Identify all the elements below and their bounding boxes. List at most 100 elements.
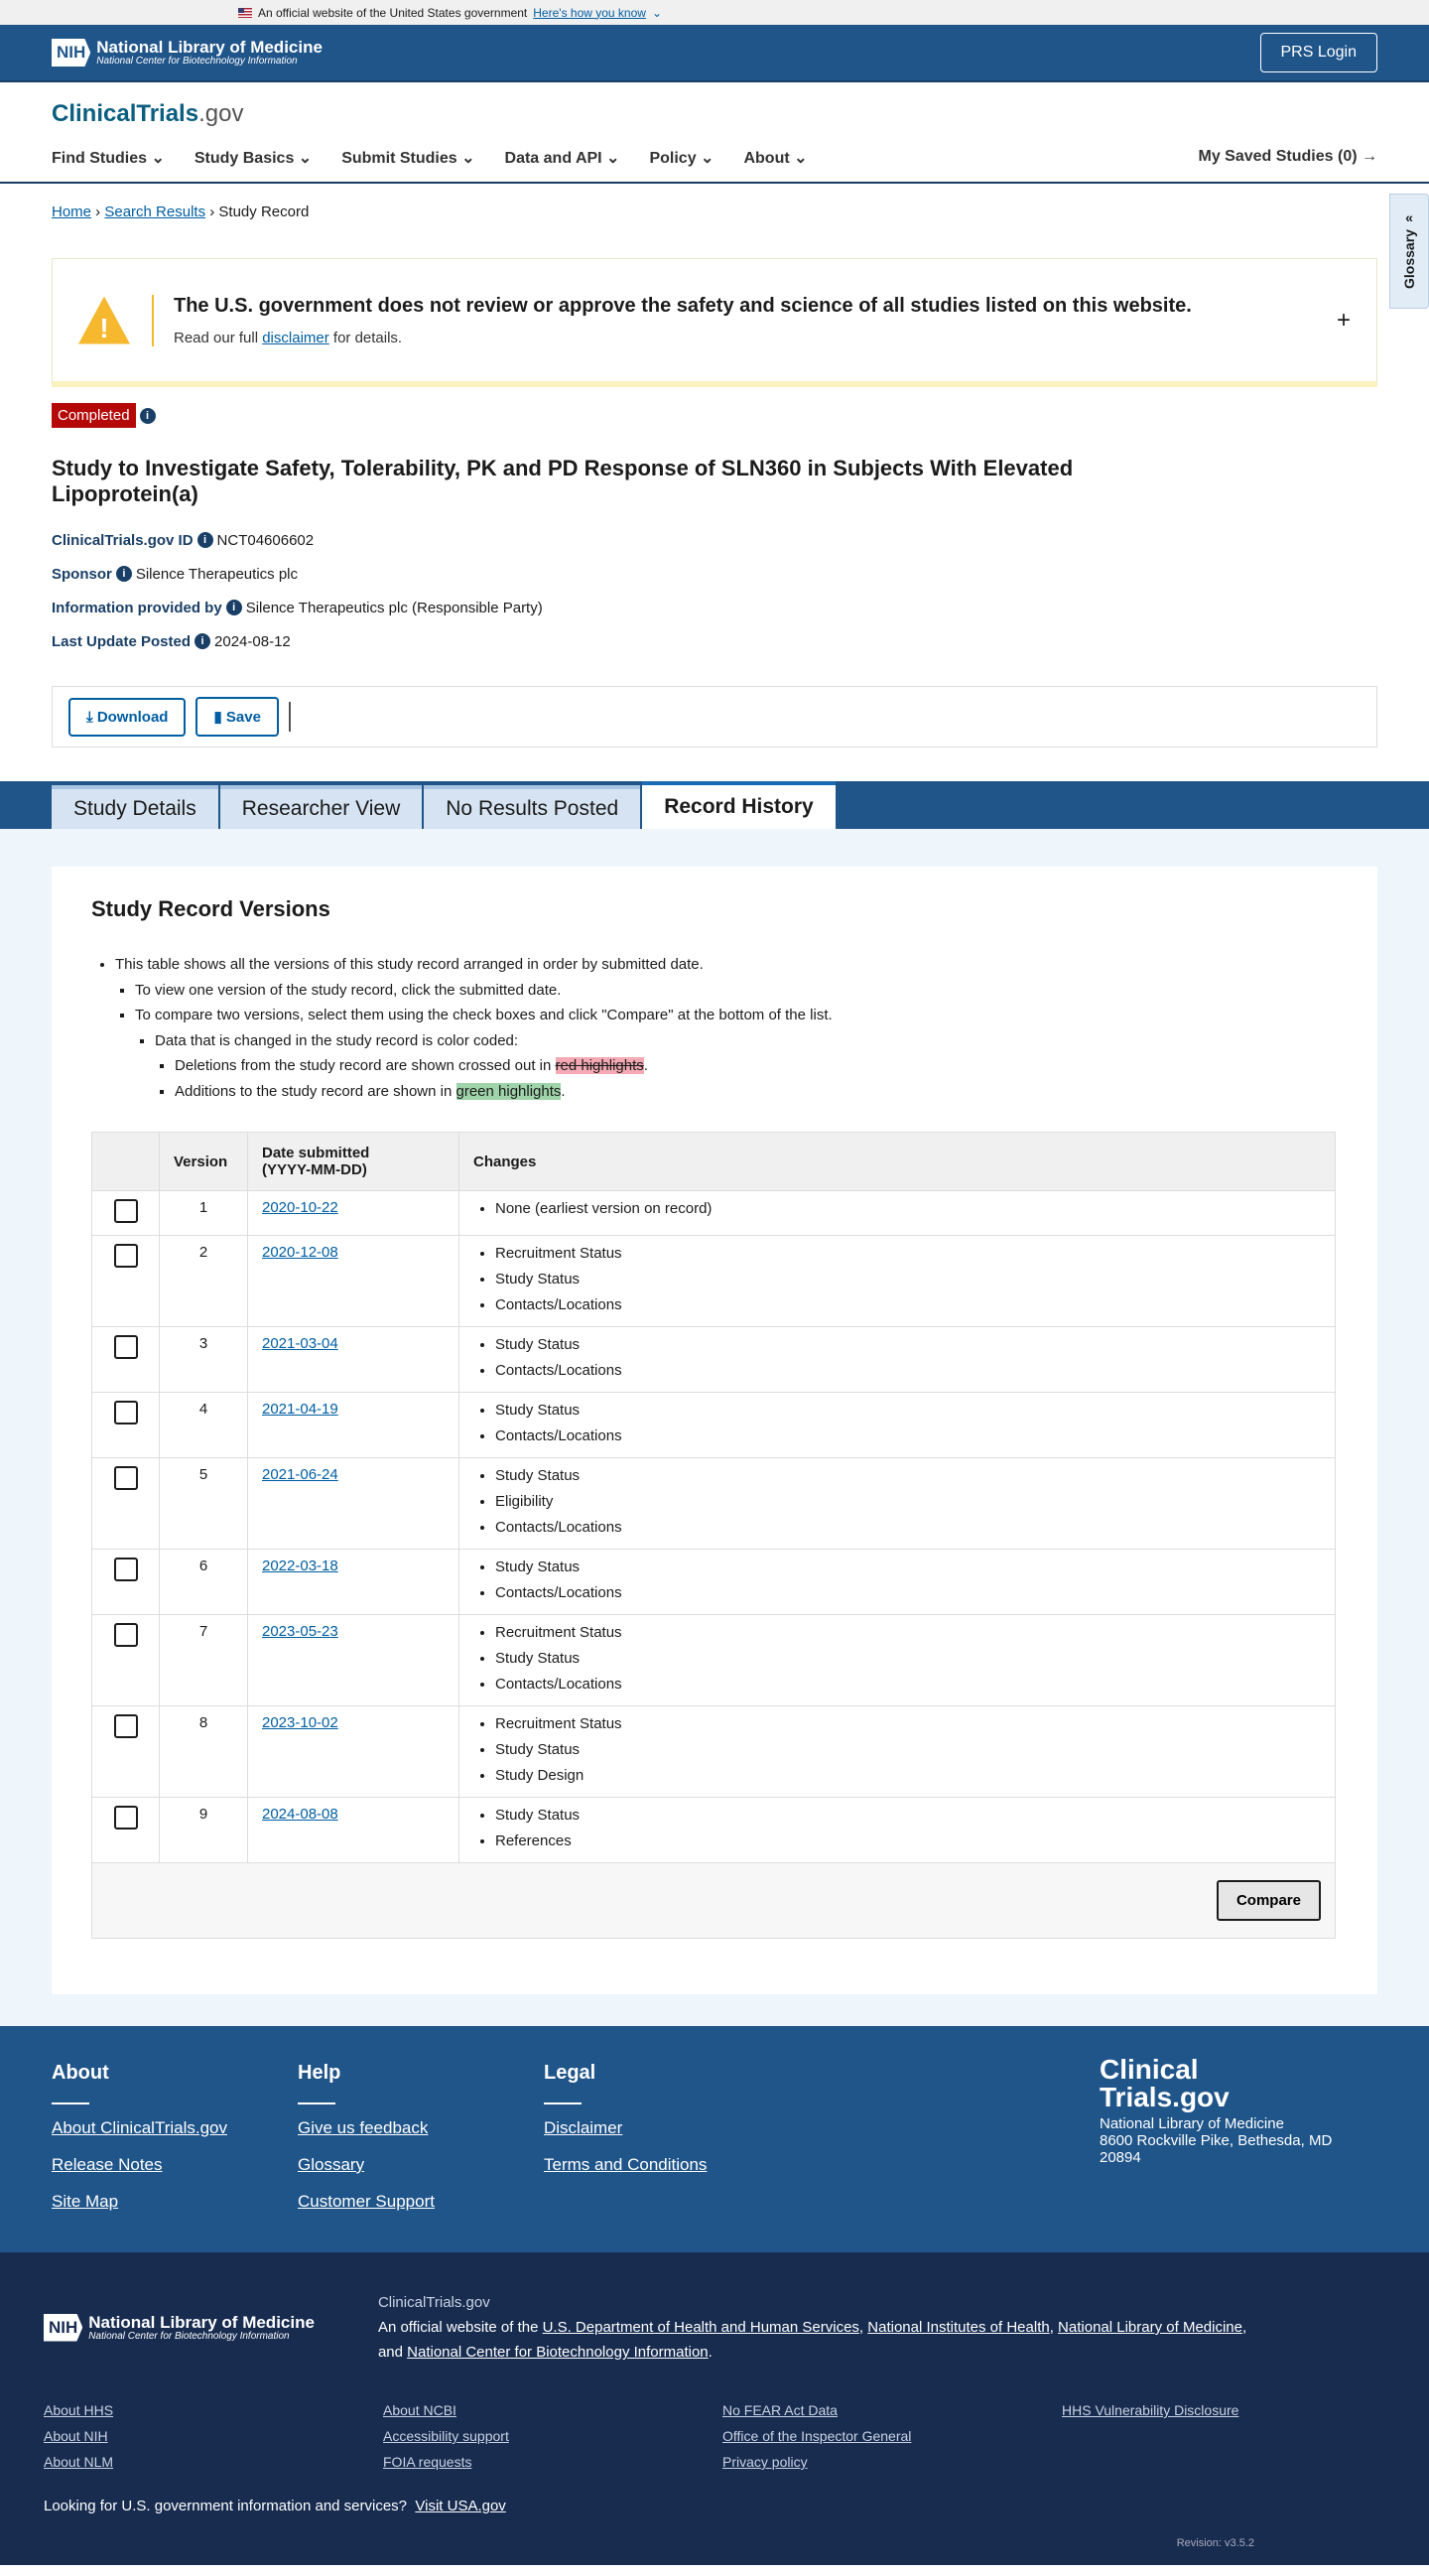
clinicaltrials-logo[interactable]: ClinicalTrials.gov	[52, 100, 1377, 128]
footer-link[interactable]: Disclaimer	[544, 2118, 623, 2137]
main-nav: Find Studies ⌄ Study Basics ⌄ Submit Stu…	[52, 148, 1377, 168]
version-checkbox[interactable]	[113, 1466, 138, 1490]
change-item: Study Status	[495, 1646, 1321, 1672]
disclaimer-link[interactable]: disclaimer	[262, 329, 329, 346]
usa-gov-link[interactable]: Visit USA.gov	[415, 2498, 506, 2514]
version-date-link[interactable]: 2024-08-08	[262, 1806, 338, 1823]
download-button[interactable]: ⤓ Download	[68, 697, 187, 737]
footer-link[interactable]: No FEAR Act Data	[722, 2402, 838, 2418]
glossary-label: Glossary	[1401, 228, 1417, 289]
info-icon[interactable]: i	[195, 633, 211, 649]
nav-about[interactable]: About ⌄	[743, 150, 808, 167]
footer-link[interactable]: Site Map	[52, 2192, 119, 2211]
nlm-logo[interactable]: NIH National Library of Medicine National…	[52, 39, 323, 67]
glossary-tab[interactable]: Glossary «	[1389, 194, 1429, 309]
footer-help: Help Give us feedback Glossary Customer Sup…	[298, 2062, 544, 2217]
footer-link[interactable]: About NCBI	[383, 2402, 456, 2418]
footer-link[interactable]: About ClinicalTrials.gov	[52, 2118, 227, 2137]
expand-plus-icon[interactable]: +	[1336, 306, 1351, 334]
col-version: Version	[159, 1132, 248, 1191]
nav-submit-studies[interactable]: Submit Studies ⌄	[341, 150, 475, 167]
footer-links-grid: About HHS About NCBI No FEAR Act Data HHS V…	[44, 2402, 1385, 2470]
heres-how-link[interactable]: Here's how you know	[533, 5, 646, 20]
footer-link[interactable]: FOIA requests	[383, 2454, 472, 2470]
study-title: Study to Investigate Safety, Tolerabilit…	[52, 456, 1074, 506]
version-date-link[interactable]: 2022-03-18	[262, 1558, 338, 1574]
footer-link[interactable]: Accessibility support	[383, 2428, 509, 2444]
info-icon[interactable]: i	[115, 566, 132, 582]
gov-banner: An official website of the United States…	[0, 0, 1429, 25]
version-checkbox[interactable]	[113, 1335, 138, 1359]
version-checkbox[interactable]	[113, 1623, 138, 1647]
footer-link[interactable]: Customer Support	[298, 2192, 435, 2211]
nav-find-studies[interactable]: Find Studies ⌄	[52, 150, 165, 167]
ncbi-link[interactable]: National Center for Biotechnology Inform…	[407, 2344, 709, 2361]
version-checkbox[interactable]	[113, 1199, 138, 1223]
warning-icon: !	[78, 296, 130, 344]
version-checkbox[interactable]	[113, 1244, 138, 1268]
version-date-link[interactable]: 2020-12-08	[262, 1244, 338, 1261]
hhs-link[interactable]: U.S. Department of Health and Human Serv…	[542, 2319, 859, 2336]
change-item: Study Status	[495, 1803, 1321, 1829]
version-date-link[interactable]: 2023-10-02	[262, 1714, 338, 1731]
tab-record-history[interactable]: Record History	[642, 781, 836, 829]
info-icon[interactable]: i	[196, 532, 213, 548]
tab-study-details[interactable]: Study Details	[52, 785, 218, 829]
change-item: Study Status	[495, 1555, 1321, 1580]
table-row: 5 2021-06-24 Study StatusEligibilityContac…	[91, 1457, 1336, 1550]
footer-link[interactable]	[1062, 2428, 1401, 2444]
footer-link[interactable]: Terms and Conditions	[544, 2155, 708, 2174]
footer-link[interactable]: Glossary	[298, 2155, 365, 2174]
nih-link[interactable]: National Institutes of Health	[867, 2319, 1050, 2336]
version-date-link[interactable]: 2023-05-23	[262, 1623, 338, 1640]
prs-login-button[interactable]: PRS Login	[1259, 33, 1377, 72]
tab-no-results-posted[interactable]: No Results Posted	[424, 785, 641, 829]
nav-study-basics[interactable]: Study Basics ⌄	[194, 150, 313, 167]
save-button[interactable]: ▮ Save	[195, 697, 279, 737]
version-checkbox[interactable]	[113, 1558, 138, 1581]
footer-link[interactable]: About HHS	[44, 2402, 114, 2418]
table-row: 6 2022-03-18 Study StatusContacts/Location…	[91, 1549, 1336, 1615]
table-row: 3 2021-03-04 Study StatusContacts/Location…	[91, 1326, 1336, 1393]
change-item: Study Design	[495, 1763, 1321, 1789]
footer-link[interactable]: HHS Vulnerability Disclosure	[1062, 2402, 1239, 2418]
breadcrumb-home[interactable]: Home	[52, 203, 92, 220]
footer-link[interactable]: Release Notes	[52, 2155, 163, 2174]
table-row: 8 2023-10-02 Recruitment StatusStudy Statu…	[91, 1705, 1336, 1798]
nav-policy[interactable]: Policy ⌄	[649, 150, 714, 167]
meta-info-provided: Information provided by i Silence Therapeu…	[52, 599, 543, 616]
footer-link[interactable]: About NLM	[44, 2454, 114, 2470]
footer-link[interactable]: About NIH	[44, 2428, 108, 2444]
breadcrumb-search-results[interactable]: Search Results	[104, 203, 206, 220]
col-date: Date submitted (YYYY-MM-DD)	[247, 1132, 459, 1191]
breadcrumb-current: Study Record	[218, 203, 310, 220]
version-checkbox[interactable]	[113, 1806, 138, 1830]
change-item: None (earliest version on record)	[495, 1196, 1321, 1222]
version-date-link[interactable]: 2020-10-22	[262, 1199, 338, 1216]
info-icon[interactable]: i	[225, 600, 242, 615]
nlm-link[interactable]: National Library of Medicine	[1058, 2319, 1242, 2336]
info-icon[interactable]: i	[139, 407, 156, 424]
version-checkbox[interactable]	[113, 1714, 138, 1738]
footer-about: About About ClinicalTrials.gov Release Not…	[52, 2062, 298, 2217]
change-item: Contacts/Locations	[495, 1358, 1321, 1384]
compare-button[interactable]: Compare	[1216, 1880, 1321, 1921]
meta-sponsor: Sponsor i Silence Therapeutics plc	[52, 565, 298, 583]
version-checkbox[interactable]	[113, 1401, 138, 1424]
footer-link[interactable]: Office of the Inspector General	[722, 2428, 912, 2444]
version-date-link[interactable]: 2021-04-19	[262, 1401, 338, 1418]
version-date-link[interactable]: 2021-06-24	[262, 1466, 338, 1483]
version-date-link[interactable]: 2021-03-04	[262, 1335, 338, 1352]
nav-data-api[interactable]: Data and API ⌄	[504, 150, 620, 167]
footer-link[interactable]: Give us feedback	[298, 2118, 429, 2137]
change-item: Recruitment Status	[495, 1241, 1321, 1267]
disclaimer-banner: ! The U.S. government does not review or…	[52, 258, 1377, 387]
tab-researcher-view[interactable]: Researcher View	[219, 785, 423, 829]
site-header: ClinicalTrials.gov Find Studies ⌄ Study …	[0, 82, 1429, 184]
footer-link[interactable]	[1062, 2454, 1401, 2470]
footer-link[interactable]: Privacy policy	[722, 2454, 808, 2470]
my-saved-studies-link[interactable]: My Saved Studies (0) →	[1198, 148, 1378, 165]
download-icon: ⤓	[86, 708, 93, 726]
nlm-footer-logo[interactable]: NIH National Library of Medicine National …	[44, 2290, 315, 2365]
breadcrumb: Home › Search Results › Study Record	[52, 203, 310, 220]
